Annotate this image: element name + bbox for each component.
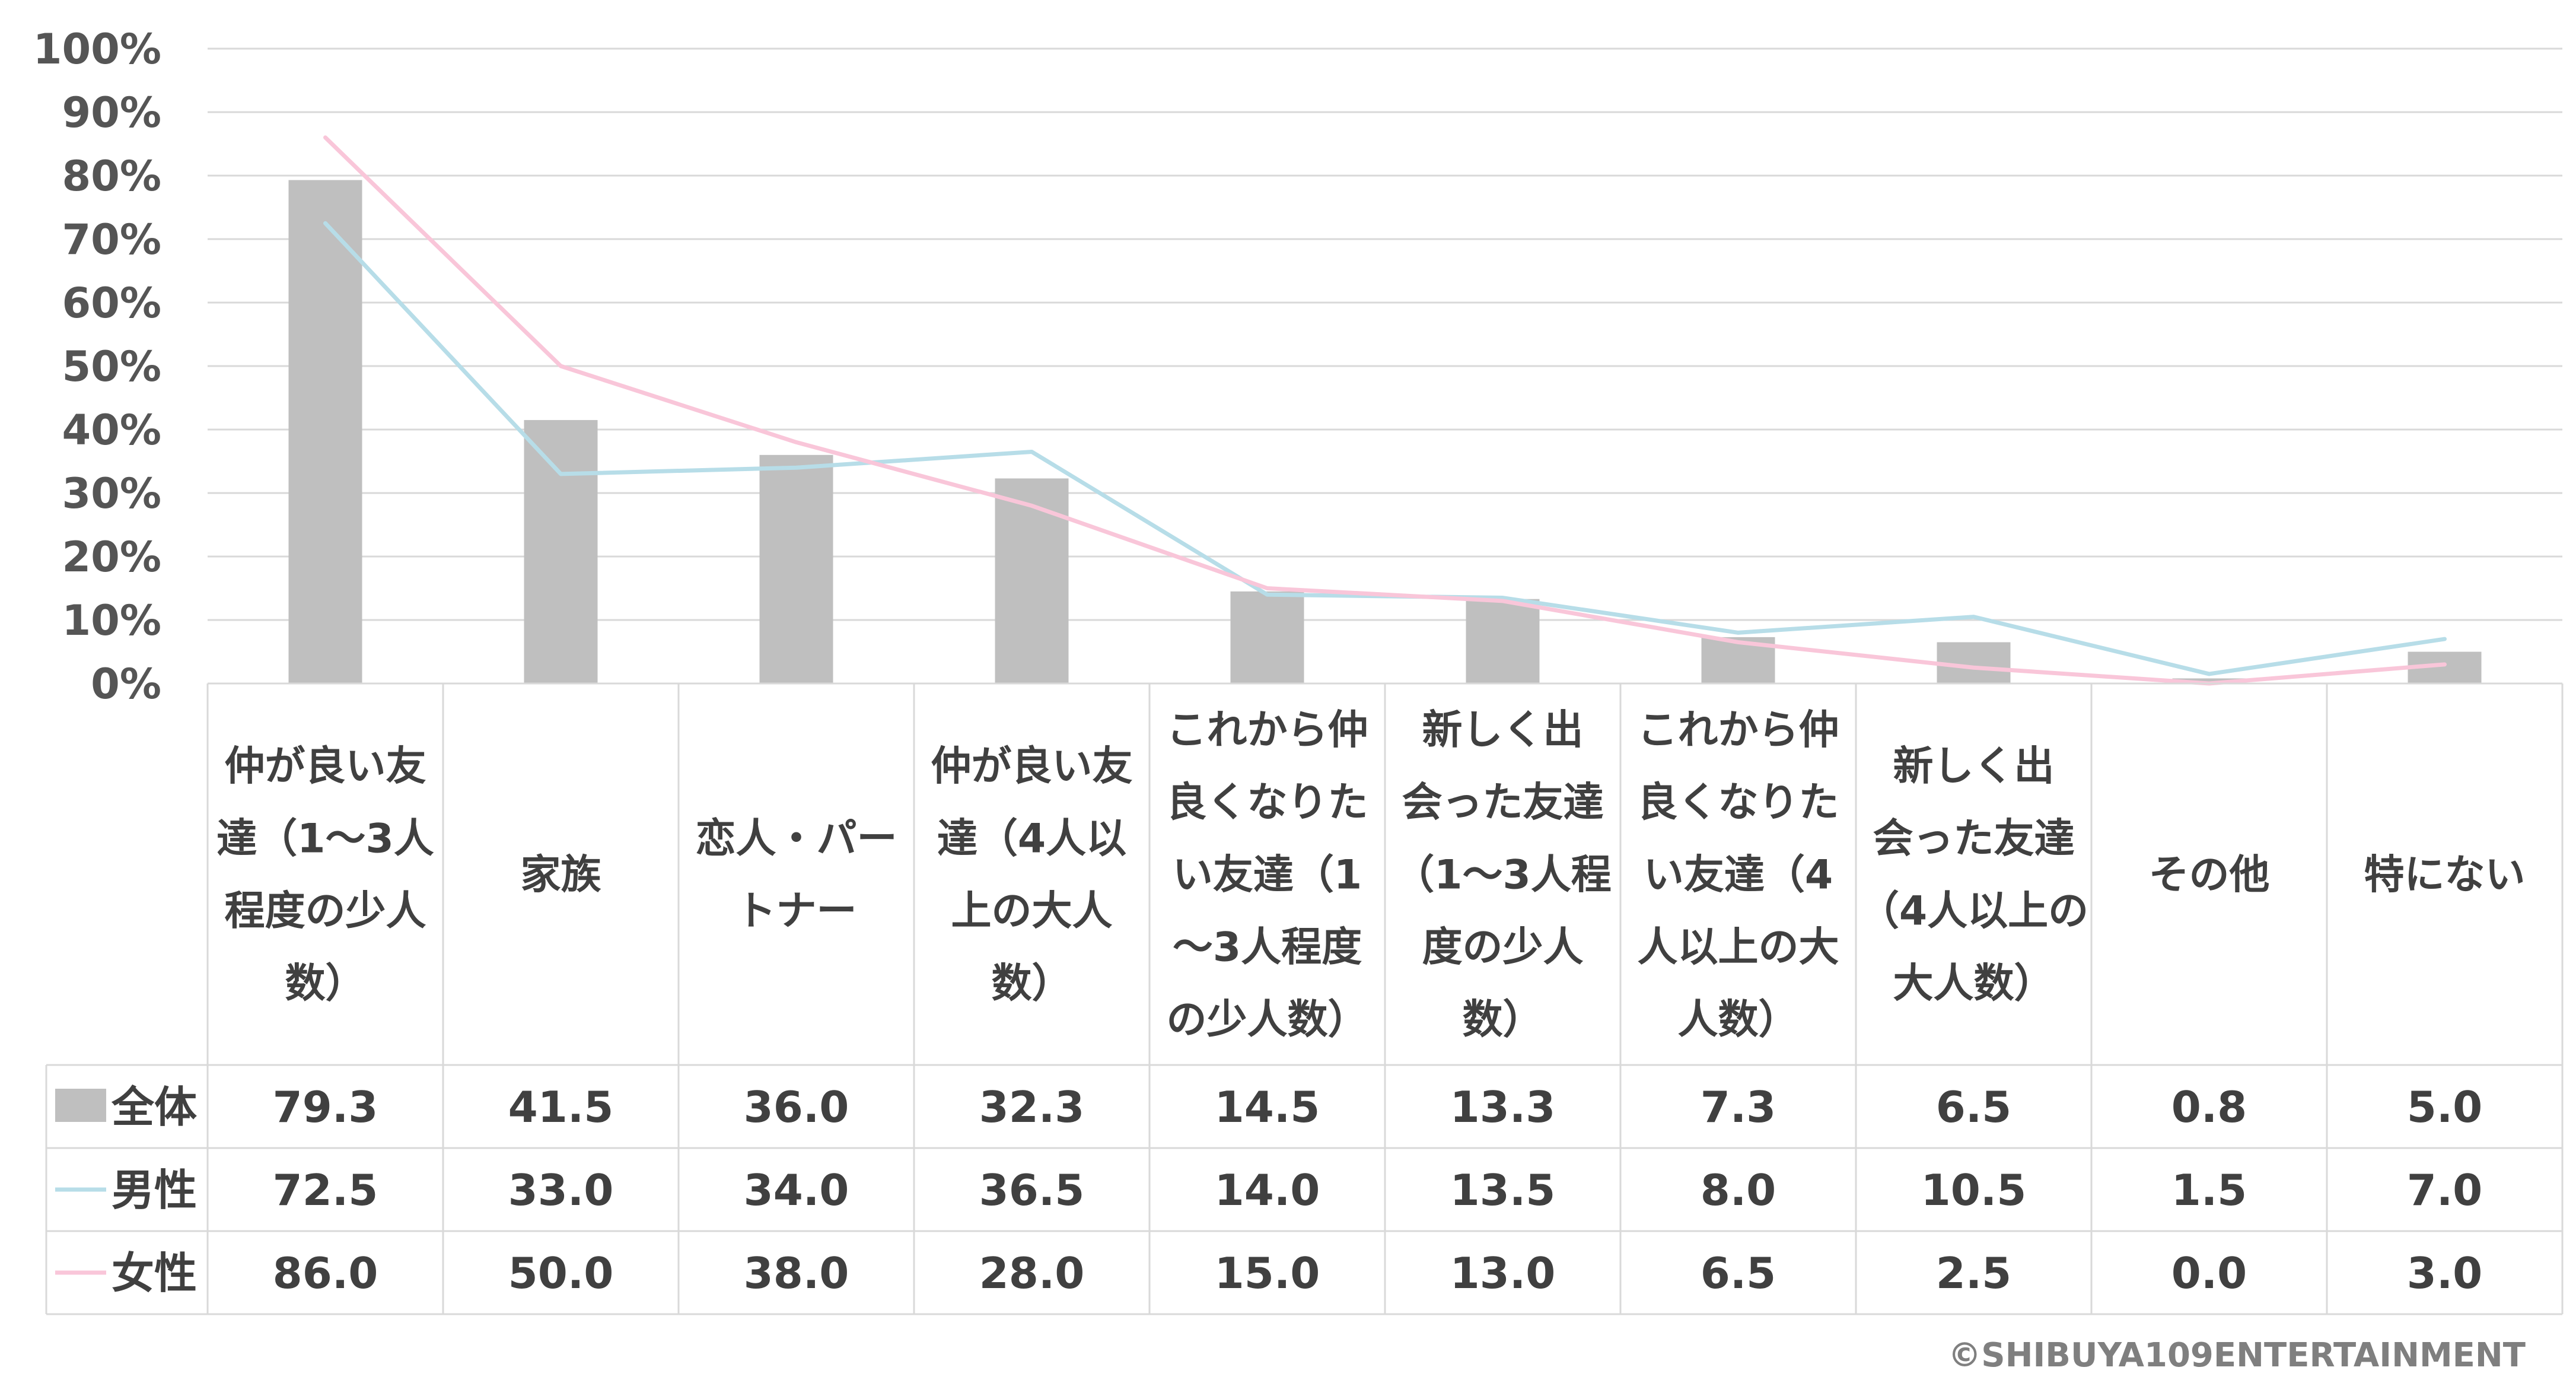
legend-label: 全体 [111, 1082, 197, 1132]
table-cell-value: 50.0 [508, 1248, 614, 1298]
category-label: 会った友達 [1873, 816, 2074, 863]
category-label: の少人数） [1166, 997, 1368, 1044]
category-label: その他 [2148, 852, 2269, 899]
category-label: （4人以上の [1859, 888, 2088, 935]
table-cell-value: 0.8 [2171, 1082, 2247, 1132]
category-label: 新しく出 [1893, 743, 2054, 790]
table-cell-value: 13.5 [1450, 1165, 1556, 1215]
table-cell-value: 33.0 [508, 1165, 614, 1215]
table-cell-value: 3.0 [2407, 1248, 2483, 1298]
category-label: 良くなりた [1166, 780, 1368, 826]
bar [1466, 599, 1540, 683]
table-cell-value: 36.0 [744, 1082, 849, 1132]
table-cell-value: 13.3 [1450, 1082, 1556, 1132]
series-line [323, 221, 2447, 676]
category-label: 良くなりた [1637, 780, 1839, 826]
y-tick-label: 0% [91, 660, 161, 708]
table-cell-value: 6.5 [1701, 1248, 1776, 1298]
table-cell-value: 41.5 [508, 1082, 614, 1132]
category-label: 大人数） [1893, 961, 2054, 1007]
y-tick-label: 50% [62, 342, 161, 391]
table-cell-value: 14.5 [1215, 1082, 1320, 1132]
category-label: 人数） [1677, 997, 1798, 1044]
table-cell-value: 2.5 [1936, 1248, 2012, 1298]
category-label: これから仲 [1637, 707, 1839, 754]
category-label: 仲が良い友 [931, 743, 1132, 790]
copyright-text: ©SHIBUYA109ENTERTAINMENT [1948, 1336, 2526, 1375]
table-cell-value: 1.5 [2171, 1165, 2247, 1215]
category-label: 数） [991, 961, 1072, 1007]
table-cell-value: 86.0 [273, 1248, 378, 1298]
y-tick-label: 40% [62, 406, 161, 454]
table-cell-value: 15.0 [1215, 1248, 1320, 1298]
table-cell-value: 38.0 [744, 1248, 849, 1298]
category-label: 家族 [520, 852, 601, 899]
category-label: 数） [1462, 997, 1543, 1044]
table-cell-value: 8.0 [1701, 1165, 1776, 1215]
legend-label: 男性 [112, 1165, 197, 1215]
y-tick-label: 80% [62, 152, 161, 201]
category-label: 達（4人以 [937, 816, 1126, 863]
category-label: 恋人・パー [695, 816, 897, 863]
bar [759, 454, 833, 683]
table-cell-value: 34.0 [744, 1165, 849, 1215]
category-label: トナー [735, 888, 856, 935]
y-tick-label: 30% [62, 469, 161, 518]
table-cell-value: 72.5 [273, 1165, 378, 1215]
table-cell-value: 5.0 [2407, 1082, 2483, 1132]
table-cell-value: 0.0 [2171, 1248, 2247, 1298]
table-cell-value: 7.3 [1701, 1082, 1776, 1132]
category-label: 上の大人 [951, 888, 1112, 935]
category-label: 会った友達 [1402, 780, 1603, 826]
bar [1230, 591, 1304, 683]
y-tick-label: 20% [62, 533, 161, 581]
series-line [323, 135, 2447, 686]
category-label: 数） [285, 961, 365, 1007]
table-cell-value: 7.0 [2407, 1165, 2483, 1215]
bar [995, 478, 1069, 683]
legend-swatch [55, 1089, 106, 1122]
y-tick-label: 100% [33, 25, 161, 74]
table-cell-value: 10.5 [1921, 1165, 2027, 1215]
y-tick-label: 10% [62, 596, 161, 645]
category-label: 人以上の大 [1637, 924, 1839, 971]
bar [524, 419, 598, 683]
category-label: （1〜3人程 [1394, 852, 1612, 899]
y-tick-label: 70% [62, 215, 161, 264]
bar [1937, 642, 2011, 683]
category-label: 〜3人程度 [1173, 924, 1362, 971]
category-label: い友達（4 [1644, 852, 1833, 899]
y-tick-label: 60% [62, 279, 161, 328]
category-label: 仲が良い友 [224, 743, 426, 790]
category-label: 特にない [2364, 852, 2525, 899]
table-cell-value: 6.5 [1936, 1082, 2012, 1132]
category-label: 達（1〜3人 [216, 816, 434, 863]
category-label: 新しく出 [1422, 707, 1583, 754]
category-label: い友達（1 [1173, 852, 1362, 899]
bar [288, 180, 362, 683]
table-cell-value: 28.0 [979, 1248, 1085, 1298]
table-cell-value: 14.0 [1215, 1165, 1320, 1215]
table-cell-value: 79.3 [273, 1082, 378, 1132]
category-label: 程度の少人 [224, 888, 426, 935]
table-cell-value: 36.5 [979, 1165, 1085, 1215]
legend-label: 女性 [112, 1248, 197, 1298]
category-label: 度の少人 [1422, 924, 1583, 971]
table-cell-value: 32.3 [979, 1082, 1085, 1132]
y-tick-label: 90% [62, 88, 161, 137]
table-cell-value: 13.0 [1450, 1248, 1556, 1298]
bar [2172, 678, 2246, 683]
category-label: これから仲 [1166, 707, 1368, 754]
